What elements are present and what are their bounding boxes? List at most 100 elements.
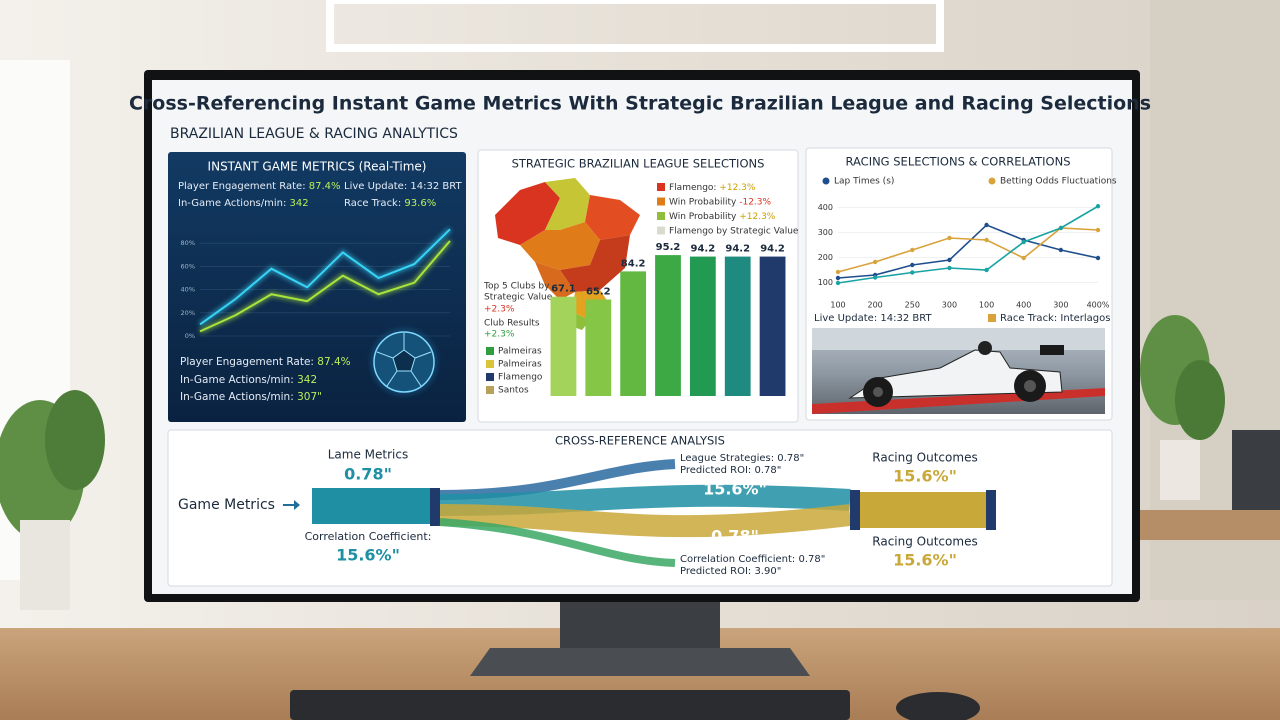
legend-entry: Flamengo bbox=[498, 373, 543, 383]
x-tick-label: 200 bbox=[868, 301, 883, 310]
bar bbox=[585, 299, 612, 396]
x-tick-label: 300 bbox=[942, 301, 957, 310]
series-line bbox=[837, 205, 1099, 284]
legend-entry: Santos bbox=[498, 386, 529, 396]
y-tick-label: 20% bbox=[181, 309, 195, 317]
flows bbox=[283, 459, 996, 567]
note: Top 5 Clubs by bbox=[483, 282, 550, 292]
x-tick-label: 300 bbox=[1053, 301, 1068, 310]
legend-value: +12.3% bbox=[739, 212, 776, 222]
point bbox=[1058, 225, 1064, 231]
point bbox=[1021, 255, 1026, 261]
stat: Player Engagement Rate: 87.4% bbox=[178, 181, 341, 192]
side-table bbox=[1140, 510, 1280, 540]
flow-label: Predicted ROI: 0.78" bbox=[680, 465, 781, 476]
x-tick-label: 100 bbox=[830, 301, 845, 310]
y-tick-label: 200 bbox=[818, 253, 833, 262]
series-line bbox=[837, 224, 1099, 279]
bar bbox=[759, 256, 786, 396]
stat-label: Live Update: bbox=[344, 181, 407, 192]
point bbox=[910, 247, 915, 253]
subtitle: BRAZILIAN LEAGUE & RACING ANALYTICS bbox=[170, 126, 458, 142]
legend-label: Flamengo: bbox=[669, 183, 716, 193]
bar bbox=[620, 271, 647, 396]
note: +2.3% bbox=[484, 330, 515, 340]
point bbox=[1095, 204, 1101, 209]
note: +2.3% bbox=[484, 305, 515, 315]
legend-swatch bbox=[486, 360, 494, 368]
legend-entry: Flamengo by Strategic Value bbox=[669, 226, 799, 236]
legend-swatch bbox=[486, 347, 494, 355]
x-tick-label: 250 bbox=[905, 301, 920, 310]
bar bbox=[655, 255, 681, 396]
stat-label: Player Engagement Rate: bbox=[178, 181, 306, 192]
bar-label: 94.2 bbox=[725, 244, 750, 255]
bar bbox=[689, 256, 716, 396]
point bbox=[835, 280, 841, 286]
legend-swatch bbox=[657, 197, 665, 206]
series-line bbox=[199, 228, 451, 326]
node-label: Lame Metrics bbox=[328, 448, 408, 462]
x-tick-label: 400% bbox=[1087, 301, 1110, 310]
ceiling-light bbox=[326, 0, 944, 52]
legend-label: Flamengo by Strategic Value bbox=[669, 226, 799, 236]
y-tick-label: 100 bbox=[818, 278, 833, 287]
point bbox=[947, 235, 952, 241]
live-update: Live Update: 14:32 BRT bbox=[814, 313, 932, 324]
stat-label: In-Game Actions/min: bbox=[180, 374, 294, 386]
legend-value: +12.3% bbox=[719, 183, 756, 193]
flow-label: Predicted ROI: 3.90" bbox=[680, 566, 781, 577]
source-node: Game Metrics bbox=[178, 497, 275, 513]
legend-swatch bbox=[486, 373, 494, 381]
soccer-ball bbox=[370, 328, 438, 396]
bar-chart: 67.1 65.2 84.2 95.2 94.2 94.2 94.2 bbox=[550, 242, 786, 396]
point bbox=[984, 237, 989, 243]
flow-value: 15.6%" bbox=[703, 480, 767, 499]
stat-value: 342 bbox=[297, 374, 317, 386]
y-tick-label: 400 bbox=[818, 203, 833, 212]
note: Strategic Value bbox=[484, 293, 553, 303]
legend-swatch bbox=[657, 212, 665, 220]
bar-label: 95.2 bbox=[656, 242, 681, 253]
footer-stat: In-Game Actions/min: 307" bbox=[180, 391, 322, 403]
stat-label: In-Game Actions/min: bbox=[180, 391, 294, 403]
flow-label: Correlation Coefficient: 0.78" bbox=[680, 554, 825, 565]
point bbox=[1021, 239, 1026, 245]
point bbox=[984, 222, 989, 228]
legend-label: Win Probability bbox=[669, 197, 737, 207]
stat-value: 87.4% bbox=[309, 181, 341, 192]
league-legend: Flamengo: +12.3%Win Probability -12.3%Wi… bbox=[657, 183, 799, 236]
bar-label: 67.1 bbox=[551, 284, 576, 295]
y-tick-label: 0% bbox=[185, 332, 195, 340]
legend-swatch bbox=[657, 226, 665, 235]
point bbox=[910, 262, 915, 268]
point bbox=[835, 269, 841, 275]
stat-label: In-Game Actions/min: bbox=[178, 198, 286, 209]
x-tick-label: 400 bbox=[1016, 301, 1031, 310]
legend-entry: Betting Odds Fluctuations bbox=[1000, 177, 1117, 187]
race-track: Race Track: Interlagos bbox=[1000, 313, 1110, 324]
monitor-neck bbox=[560, 596, 720, 648]
stat-value: 14:32 BRT bbox=[410, 181, 462, 192]
panel-title: RACING SELECTIONS & CORRELATIONS bbox=[845, 155, 1070, 169]
bar-label: 94.2 bbox=[760, 244, 785, 255]
y-tick-label: 80% bbox=[181, 239, 195, 247]
node-value: 15.6%" bbox=[893, 551, 957, 570]
flow-label: League Strategies: 0.78" bbox=[680, 453, 804, 464]
node-value: 15.6%" bbox=[336, 546, 400, 565]
note: Club Results bbox=[484, 319, 540, 329]
monitor-base bbox=[470, 648, 810, 676]
side-monitor bbox=[1232, 430, 1280, 510]
racing-chart: 100 200 300 400 100 200 250 300 100 400 300 400% Lap… bbox=[818, 177, 1117, 310]
y-tick-label: 300 bbox=[818, 228, 833, 237]
point bbox=[910, 270, 915, 275]
node-label: Racing Outcomes bbox=[872, 451, 977, 465]
stat: In-Game Actions/min: 342 bbox=[178, 198, 309, 209]
legend-entry: Flamengo: +12.3% bbox=[669, 183, 756, 193]
footer-stat: Player Engagement Rate: 87.4% bbox=[180, 356, 351, 368]
stat-value: 307" bbox=[297, 391, 322, 403]
mouse bbox=[896, 692, 980, 720]
club-legend: Palmeiras Palmeiras Flamengo Santos bbox=[486, 347, 543, 396]
point bbox=[1058, 247, 1064, 253]
